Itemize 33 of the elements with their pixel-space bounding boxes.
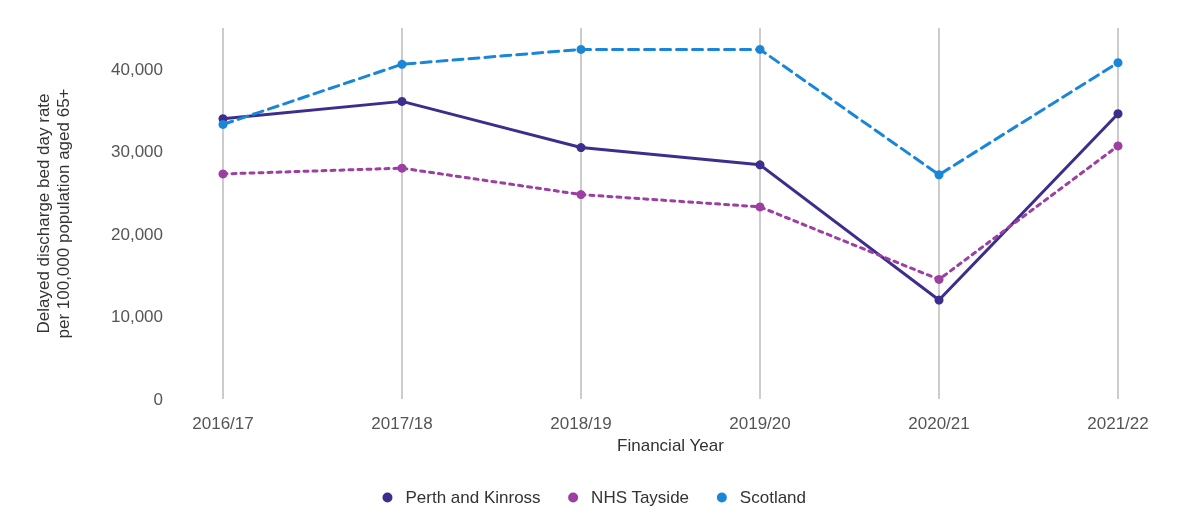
point: [218, 119, 228, 129]
x-tick-label: 2018/19: [550, 414, 612, 433]
point: [397, 59, 407, 69]
x-tick-label: 2021/22: [1087, 414, 1149, 433]
y-tick-label: 20,000: [111, 224, 163, 244]
point: [576, 143, 586, 153]
y-axis-title: Delayed discharge bed day rate per 100,000 population aged 65+: [33, 88, 73, 339]
point: [755, 44, 765, 54]
y-tick-label: 40,000: [111, 59, 163, 79]
y-tick-label: 30,000: [111, 142, 163, 162]
y-tick-label: 10,000: [111, 307, 163, 327]
point: [1113, 109, 1123, 119]
x-axis-title: Financial Year: [617, 436, 725, 455]
point: [397, 96, 407, 106]
x-tick-label: 2020/21: [908, 414, 970, 433]
legend-label: Scotland: [739, 488, 807, 507]
x-tick-label: 2016/17: [192, 414, 254, 433]
point: [934, 170, 944, 180]
point: [1113, 141, 1123, 151]
point: [934, 295, 944, 305]
point: [576, 190, 586, 200]
point: [755, 160, 765, 170]
point: [576, 44, 586, 54]
x-tick-label: 2017/18: [371, 414, 433, 433]
point: [1113, 58, 1123, 68]
point: [397, 163, 407, 173]
point: [218, 169, 228, 179]
legend-label: NHS Tayside: [591, 488, 690, 507]
point: [934, 274, 944, 284]
legend-label: Perth and Kinross: [405, 488, 541, 507]
point: [755, 202, 765, 212]
x-tick-label: 2019/20: [729, 414, 791, 433]
y-tick-label: 0: [153, 389, 163, 409]
